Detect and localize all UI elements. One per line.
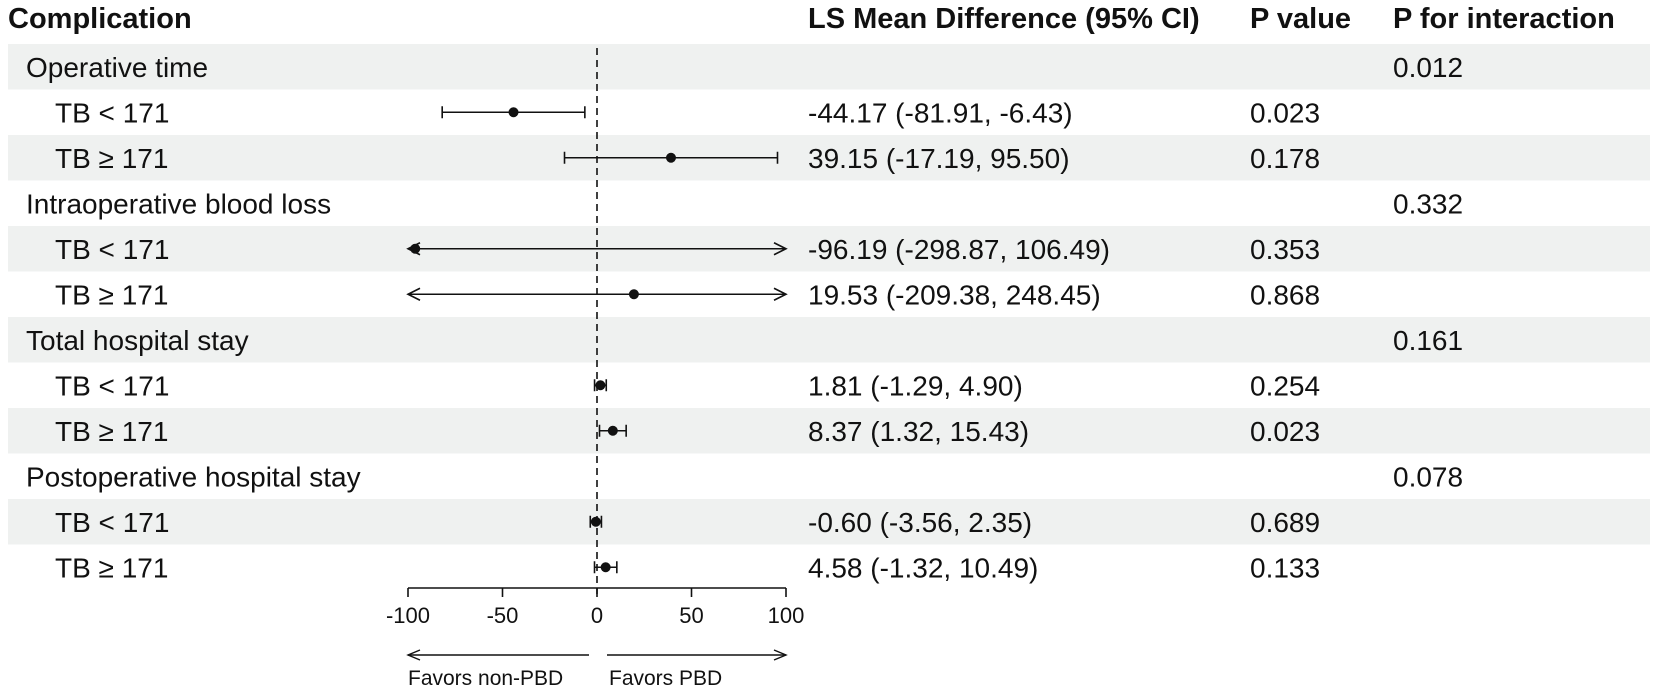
ci-arrow-right <box>773 242 788 256</box>
point-estimate <box>665 152 676 163</box>
subgroup-label: TB < 171 <box>55 507 169 538</box>
point-estimate <box>628 289 639 300</box>
ls-mean-difference-value: 4.58 (-1.32, 10.49) <box>808 552 1038 583</box>
p-value: 0.023 <box>1250 97 1320 128</box>
row-stripe <box>8 317 1650 363</box>
ls-mean-difference-value: 8.37 (1.32, 15.43) <box>808 416 1029 447</box>
row-stripe <box>8 226 1650 272</box>
favors-right-label: Favors PBD <box>609 667 722 690</box>
x-tick-label: 100 <box>768 603 805 628</box>
p-value: 0.689 <box>1250 507 1320 538</box>
header-p-value: P value <box>1250 3 1351 35</box>
subgroup-label: TB ≥ 171 <box>55 416 168 447</box>
x-tick-label: -100 <box>386 603 430 628</box>
point-estimate <box>595 380 606 391</box>
row-stripe <box>8 408 1650 454</box>
row-stripe <box>8 135 1650 181</box>
point-estimate <box>508 107 519 118</box>
p-value: 0.023 <box>1250 416 1320 447</box>
point-estimate <box>410 243 421 254</box>
x-tick-label: -50 <box>487 603 519 628</box>
favors-annotation: Favors non-PBD Favors PBD <box>406 649 788 690</box>
p-interaction-value: 0.332 <box>1393 188 1463 219</box>
x-axis: -100 -50 0 50 100 <box>386 587 805 628</box>
row-stripe <box>8 499 1650 545</box>
row-text: Operative time 0.012 TB < 171 -44.17 (-81.9… <box>26 52 1463 584</box>
ci-arrow-right <box>773 287 788 301</box>
group-label: Postoperative hospital stay <box>26 461 361 492</box>
row-stripes <box>8 44 1650 545</box>
ls-mean-difference-value: -96.19 (-298.87, 106.49) <box>808 234 1110 265</box>
favors-left-arrowhead <box>406 649 421 661</box>
subgroup-label: TB < 171 <box>55 97 169 128</box>
p-interaction-value: 0.161 <box>1393 325 1463 356</box>
favors-left-label: Favors non-PBD <box>408 667 563 690</box>
ls-mean-difference-value: 39.15 (-17.19, 95.50) <box>808 143 1070 174</box>
p-value: 0.353 <box>1250 234 1320 265</box>
header-p-for-interaction: P for interaction <box>1393 3 1615 35</box>
p-interaction-value: 0.078 <box>1393 461 1463 492</box>
subgroup-label: TB ≥ 171 <box>55 143 168 174</box>
favors-right-arrowhead <box>773 649 788 661</box>
ls-mean-difference-value: -0.60 (-3.56, 2.35) <box>808 507 1032 538</box>
point-estimate <box>600 562 611 573</box>
subgroup-label: TB < 171 <box>55 370 169 401</box>
point-estimate <box>590 516 601 527</box>
group-label: Intraoperative blood loss <box>26 188 331 219</box>
group-label: Total hospital stay <box>26 325 249 356</box>
header-ls-mean-difference: LS Mean Difference (95% CI) <box>808 3 1200 35</box>
subgroup-label: TB < 171 <box>55 234 169 265</box>
ls-mean-difference-value: 19.53 (-209.38, 248.45) <box>808 279 1101 310</box>
group-label: Operative time <box>26 52 208 83</box>
p-value: 0.868 <box>1250 279 1320 310</box>
subgroup-label: TB ≥ 171 <box>55 279 168 310</box>
ls-mean-difference-value: -44.17 (-81.91, -6.43) <box>808 97 1073 128</box>
p-value: 0.133 <box>1250 552 1320 583</box>
x-tick-label: 0 <box>591 603 603 628</box>
x-tick-label: 50 <box>679 603 703 628</box>
point-estimate <box>607 425 618 436</box>
subgroup-label: TB ≥ 171 <box>55 552 168 583</box>
column-headers: Complication LS Mean Difference (95% CI)… <box>8 3 1615 35</box>
p-value: 0.254 <box>1250 370 1320 401</box>
header-complication: Complication <box>8 3 192 35</box>
ci-arrow-left <box>406 287 421 301</box>
p-value: 0.178 <box>1250 143 1320 174</box>
ls-mean-difference-value: 1.81 (-1.29, 4.90) <box>808 370 1023 401</box>
estimate-marks <box>406 106 788 574</box>
p-interaction-value: 0.012 <box>1393 52 1463 83</box>
row-stripe <box>8 44 1650 90</box>
